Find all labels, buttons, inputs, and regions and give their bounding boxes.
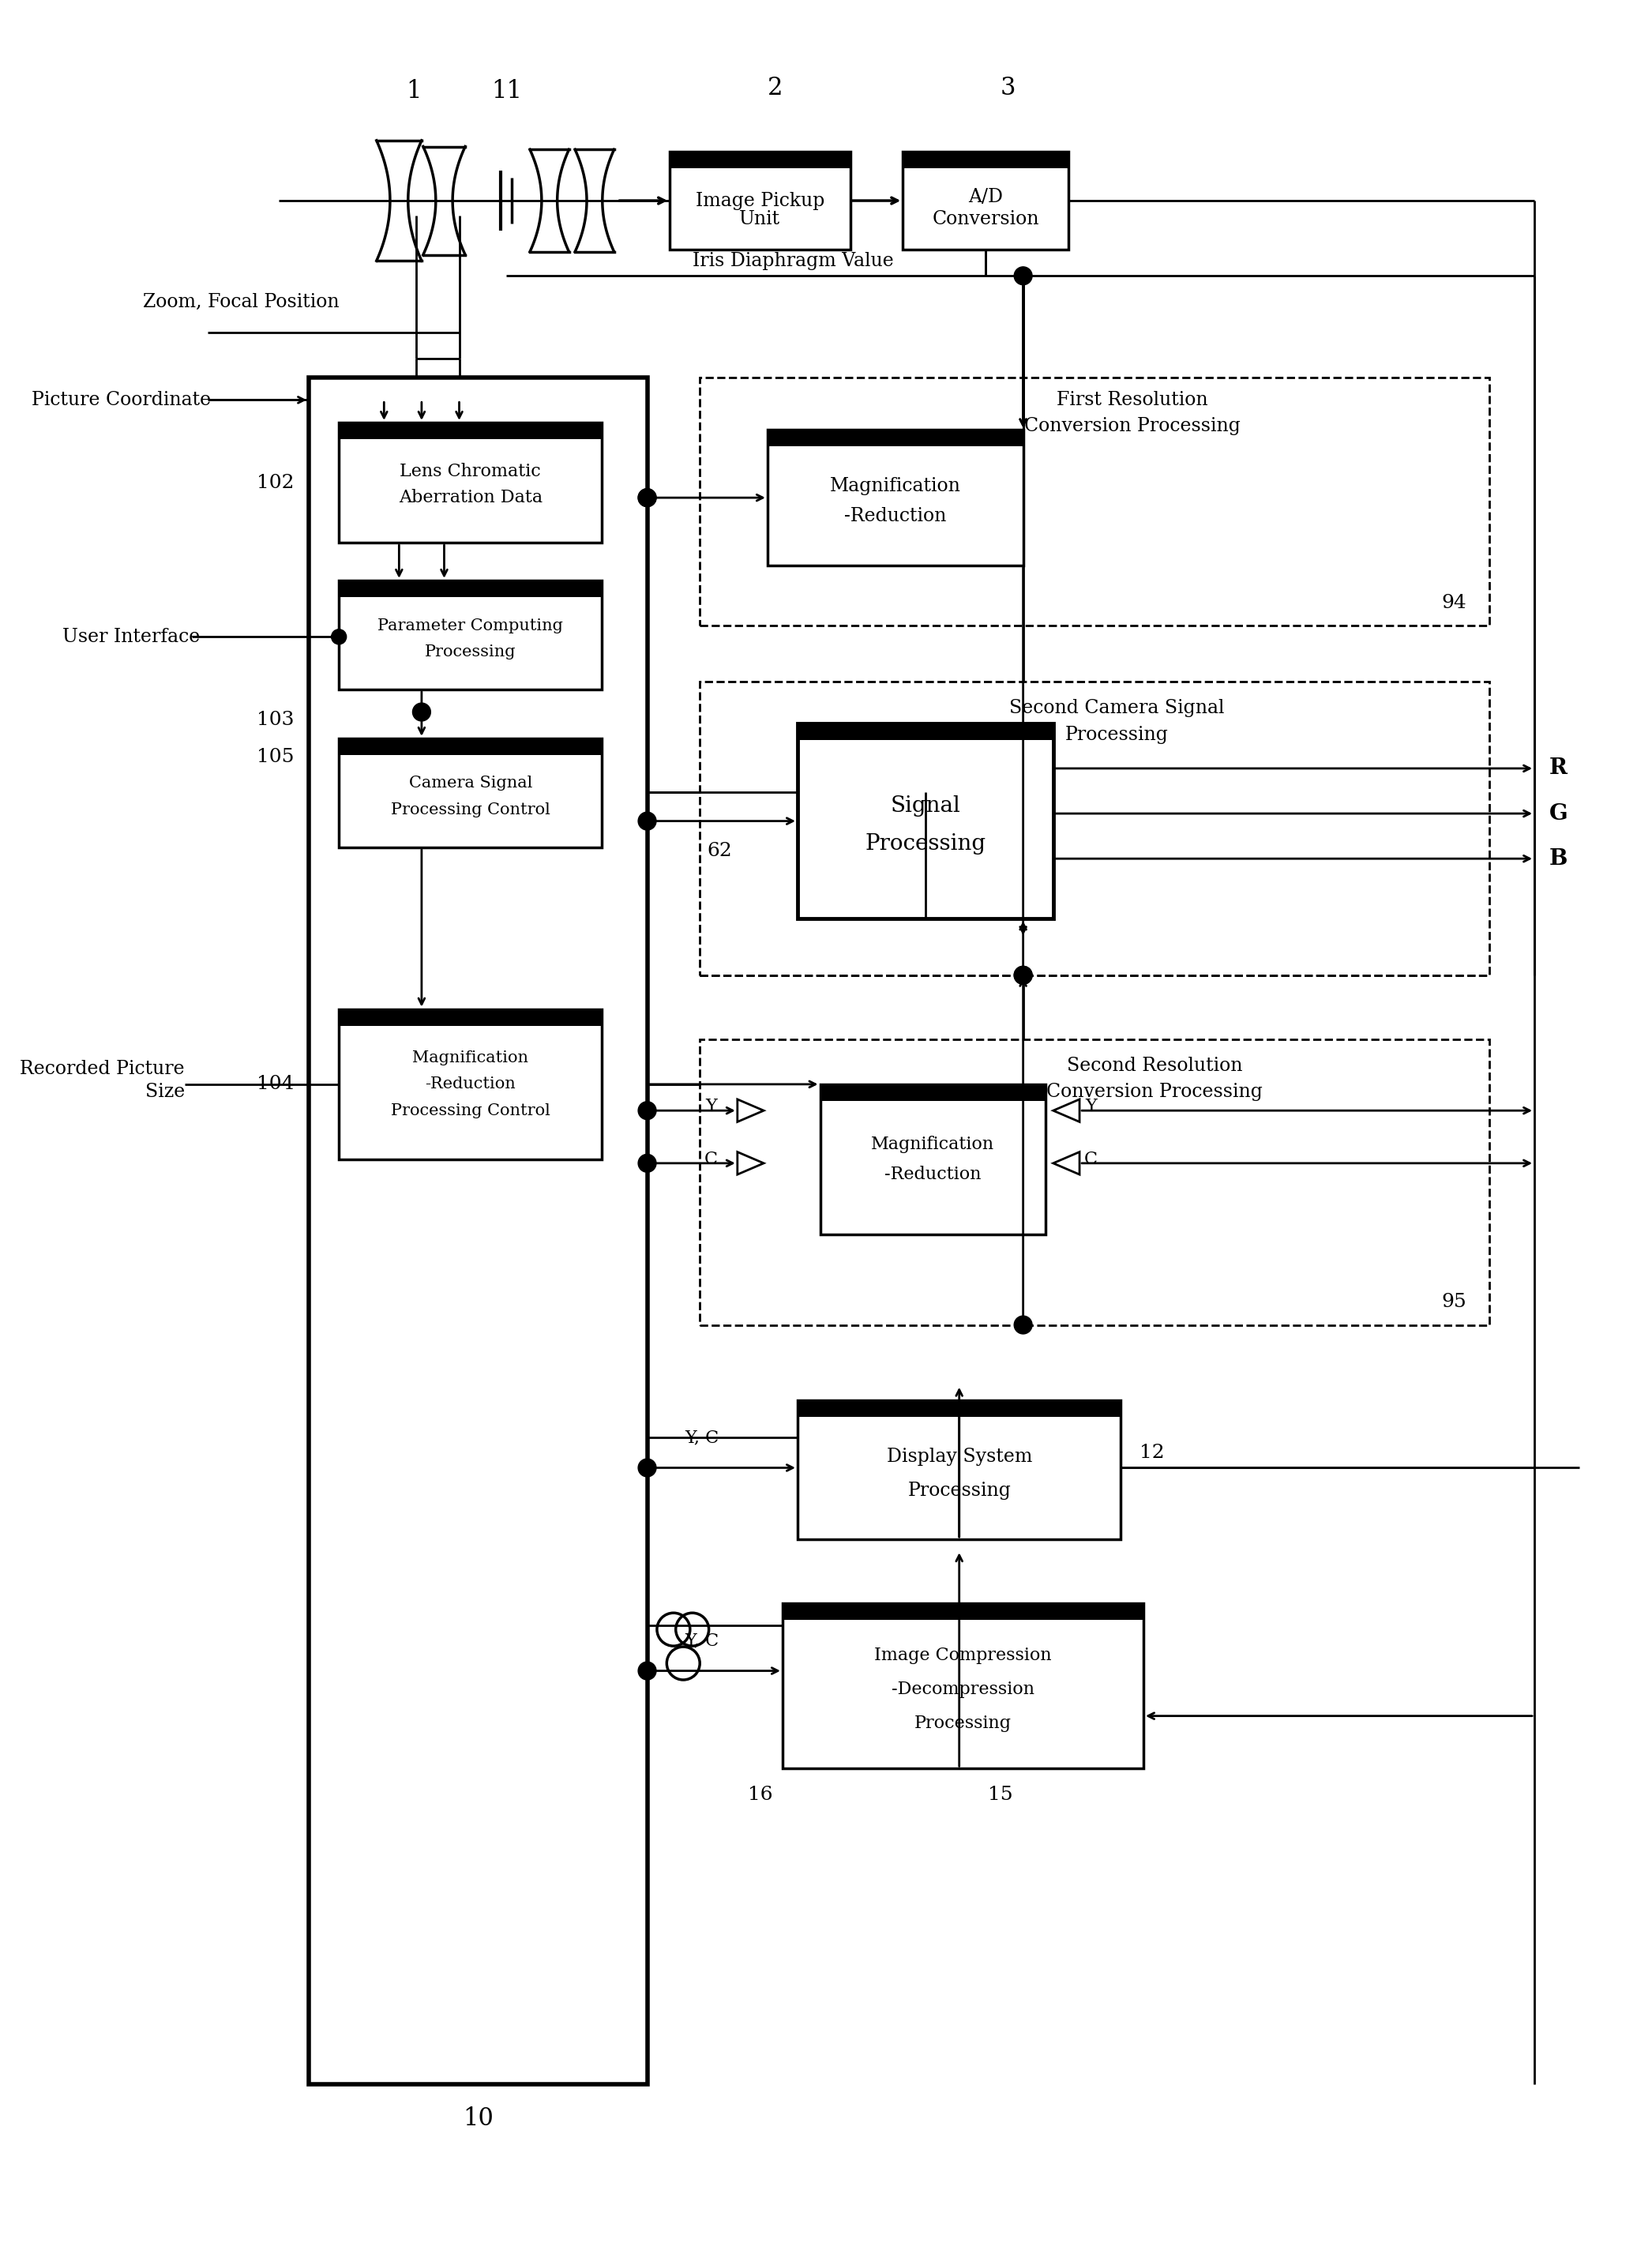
- Text: Y, C: Y, C: [686, 1633, 719, 1648]
- Bar: [669, 151, 851, 169]
- Text: 1: 1: [406, 79, 421, 104]
- Bar: [700, 377, 1490, 625]
- Circle shape: [332, 630, 347, 644]
- Text: User Interface: User Interface: [63, 628, 200, 646]
- Circle shape: [1014, 966, 1032, 984]
- Circle shape: [1014, 1316, 1032, 1334]
- Bar: [700, 1039, 1490, 1325]
- Text: Image Compression: Image Compression: [874, 1646, 1052, 1664]
- Text: Second Camera Signal: Second Camera Signal: [1009, 700, 1224, 718]
- Text: Parameter Computing: Parameter Computing: [378, 619, 563, 632]
- Text: -Reduction: -Reduction: [844, 508, 947, 526]
- Circle shape: [638, 1102, 656, 1120]
- Text: Zoom, Focal Position: Zoom, Focal Position: [142, 294, 339, 312]
- Text: Second Resolution: Second Resolution: [1067, 1057, 1242, 1075]
- Text: G: G: [1550, 804, 1568, 824]
- Bar: [904, 151, 1069, 169]
- Text: Camera Signal: Camera Signal: [408, 777, 532, 790]
- Text: Signal: Signal: [890, 795, 960, 817]
- Text: 103: 103: [256, 711, 294, 729]
- Text: -Reduction: -Reduction: [884, 1165, 981, 1183]
- Text: Aberration Data: Aberration Data: [398, 490, 542, 506]
- Text: 15: 15: [988, 1786, 1013, 1804]
- Bar: [768, 429, 1023, 447]
- Bar: [798, 723, 1054, 919]
- Text: Processing: Processing: [425, 644, 515, 659]
- Text: Magnification: Magnification: [829, 476, 961, 495]
- Text: Conversion Processing: Conversion Processing: [1024, 418, 1241, 436]
- Bar: [669, 151, 851, 251]
- Bar: [339, 738, 601, 847]
- Bar: [339, 1009, 601, 1158]
- Circle shape: [413, 702, 431, 720]
- Circle shape: [1014, 266, 1032, 285]
- Text: Processing: Processing: [866, 833, 986, 854]
- Bar: [339, 1009, 601, 1025]
- Text: 3: 3: [1001, 75, 1016, 99]
- Bar: [798, 1400, 1120, 1416]
- Text: C: C: [1084, 1152, 1097, 1167]
- Text: Recorded Picture: Recorded Picture: [20, 1061, 185, 1079]
- Text: Processing Control: Processing Control: [392, 802, 550, 817]
- Bar: [798, 1400, 1120, 1540]
- Text: R: R: [1550, 759, 1568, 779]
- Text: Y: Y: [705, 1097, 717, 1115]
- Bar: [783, 1603, 1143, 1768]
- Bar: [339, 580, 601, 689]
- Bar: [339, 422, 601, 542]
- Circle shape: [638, 488, 656, 506]
- Text: 10: 10: [463, 2107, 494, 2132]
- Bar: [783, 1603, 1143, 1619]
- Text: 62: 62: [707, 842, 732, 860]
- Circle shape: [638, 488, 656, 506]
- Bar: [768, 429, 1023, 564]
- Text: Processing: Processing: [907, 1481, 1011, 1499]
- Text: Lens Chromatic: Lens Chromatic: [400, 463, 542, 481]
- Text: Image Pickup: Image Pickup: [695, 192, 824, 210]
- Bar: [904, 151, 1069, 251]
- Text: Y: Y: [1085, 1097, 1097, 1115]
- Text: C: C: [704, 1152, 719, 1167]
- Text: 104: 104: [256, 1075, 294, 1093]
- Bar: [309, 377, 648, 2084]
- Circle shape: [638, 1459, 656, 1477]
- Text: Y, C: Y, C: [686, 1429, 719, 1447]
- Text: Conversion Processing: Conversion Processing: [1047, 1082, 1262, 1102]
- Text: -Reduction: -Reduction: [425, 1077, 515, 1093]
- Circle shape: [638, 813, 656, 831]
- Text: A/D: A/D: [968, 187, 1003, 205]
- Text: Display System: Display System: [887, 1447, 1032, 1465]
- Bar: [798, 723, 1054, 741]
- Bar: [819, 1084, 1046, 1102]
- Text: 95: 95: [1442, 1294, 1467, 1312]
- Text: Picture Coordinate: Picture Coordinate: [31, 391, 211, 409]
- Text: B: B: [1550, 849, 1568, 869]
- Text: 102: 102: [256, 474, 294, 492]
- Text: Iris Diaphragm Value: Iris Diaphragm Value: [692, 251, 894, 271]
- Text: 105: 105: [256, 747, 294, 765]
- Text: Unit: Unit: [740, 210, 780, 228]
- Text: 2: 2: [767, 75, 783, 99]
- Text: 12: 12: [1140, 1443, 1165, 1461]
- Circle shape: [638, 1154, 656, 1172]
- Text: Processing: Processing: [915, 1714, 1011, 1732]
- Text: Conversion: Conversion: [932, 210, 1039, 228]
- Circle shape: [1014, 966, 1032, 984]
- Text: Processing: Processing: [1066, 725, 1170, 743]
- Text: Processing Control: Processing Control: [392, 1104, 550, 1118]
- Text: First Resolution: First Resolution: [1057, 391, 1208, 409]
- Text: 11: 11: [491, 79, 522, 104]
- Circle shape: [638, 1662, 656, 1680]
- Bar: [339, 422, 601, 438]
- Bar: [700, 682, 1490, 975]
- Bar: [339, 580, 601, 596]
- Text: 16: 16: [747, 1786, 773, 1804]
- Text: -Decompression: -Decompression: [892, 1680, 1034, 1698]
- Bar: [339, 738, 601, 754]
- Bar: [819, 1084, 1046, 1235]
- Text: Magnification: Magnification: [413, 1050, 529, 1066]
- Text: Magnification: Magnification: [871, 1136, 995, 1154]
- Text: 94: 94: [1442, 594, 1467, 612]
- Text: Size: Size: [145, 1082, 185, 1102]
